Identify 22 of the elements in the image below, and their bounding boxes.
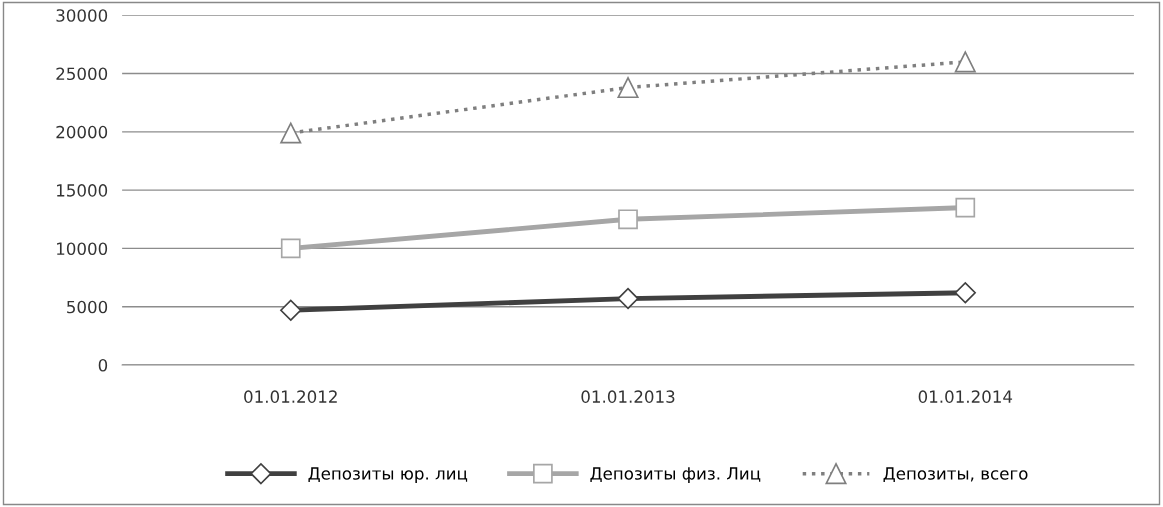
point: [618, 209, 638, 230]
point: [280, 238, 301, 259]
y-tick-label: 5000: [67, 300, 108, 314]
x-tick-label: 01.01.2013: [581, 390, 675, 403]
y-tick-label: 15000: [57, 184, 108, 197]
legend-label: Депозиты юр. лиц: [308, 467, 468, 483]
y-tick-label: 10000: [57, 242, 108, 255]
point: [280, 299, 302, 321]
point: [280, 122, 302, 144]
y-tick-label: 20000: [56, 125, 108, 139]
y-tick-label: 25000: [56, 67, 108, 81]
point: [955, 197, 976, 218]
y-tick-label: 0: [98, 359, 108, 372]
legend-label: Депозиты, всего: [883, 467, 1028, 483]
point: [954, 51, 976, 73]
x-tick-label: 01.01.2014: [918, 390, 1013, 403]
y-tick-label: 30000: [56, 9, 108, 22]
x-tick-label: 01.01.2012: [244, 390, 337, 403]
point: [617, 76, 639, 99]
point: [617, 287, 639, 310]
legend-label: Депозиты физ. Лиц: [590, 467, 761, 483]
point: [954, 282, 976, 304]
